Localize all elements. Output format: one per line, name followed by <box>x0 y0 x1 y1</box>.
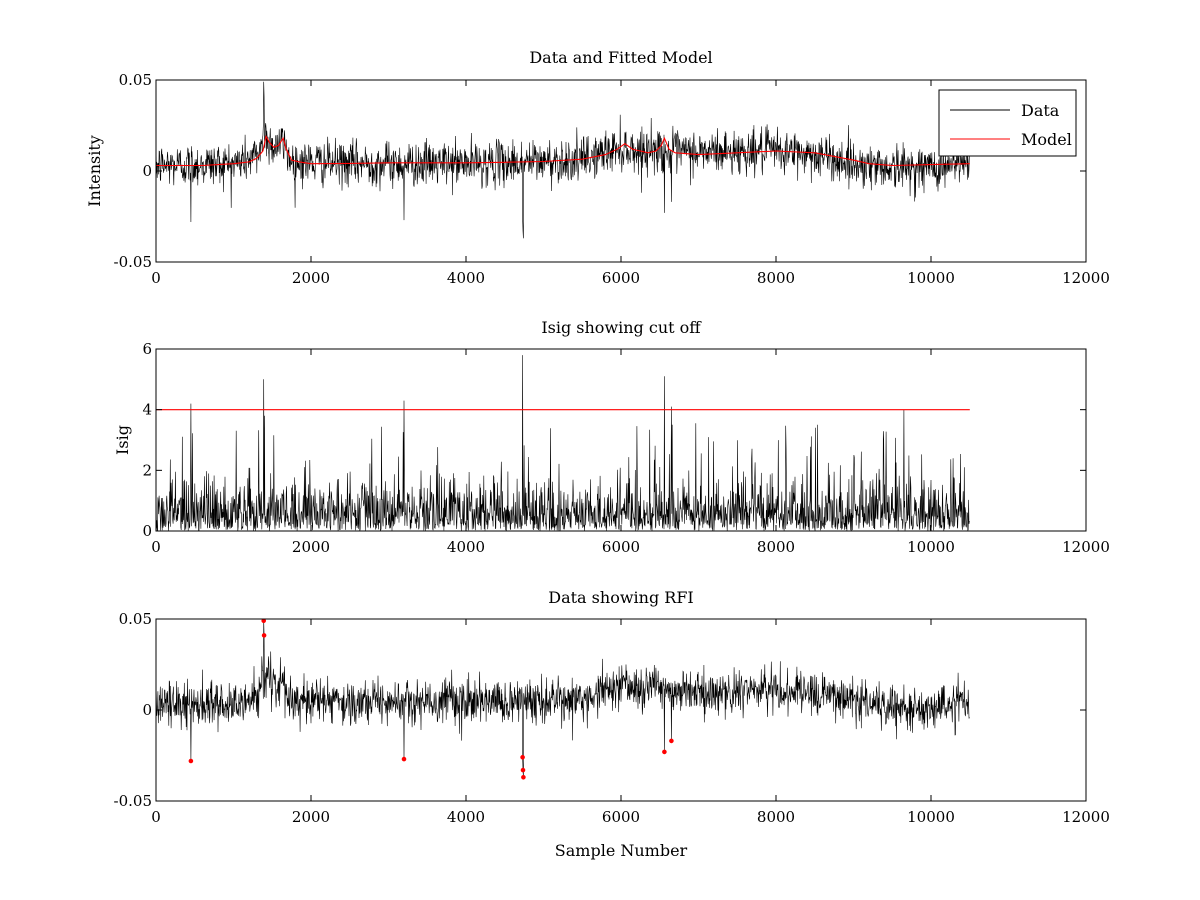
x-tick-label: 8000 <box>757 808 795 826</box>
x-tick-label: 6000 <box>602 538 640 556</box>
x-axis-label: Sample Number <box>555 841 688 860</box>
x-tick-label: 0 <box>151 269 161 287</box>
x-tick-label: 6000 <box>602 808 640 826</box>
y-tick-label: 6 <box>142 340 152 358</box>
panel-title: Data and Fitted Model <box>529 48 712 67</box>
rfi-marker <box>401 756 407 762</box>
rfi-marker <box>662 749 667 755</box>
x-tick-label: 4000 <box>447 269 485 287</box>
panel-data-showing-rfi: Data showing RFI Sample Number 0 2000 4000… <box>114 588 1110 860</box>
rfi-marker <box>261 633 267 638</box>
plot-area <box>155 81 970 239</box>
panel-title: Isig showing cut off <box>541 318 702 337</box>
x-tick-label: 12000 <box>1062 808 1110 826</box>
series-line-isig <box>155 355 970 532</box>
rfi-marker <box>261 618 267 624</box>
y-tick-label: 0.05 <box>119 610 152 628</box>
series-line-model <box>156 134 970 167</box>
x-tick-label: 8000 <box>757 269 795 287</box>
x-tick-label: 10000 <box>907 269 955 287</box>
y-tick-label: 0 <box>142 701 152 719</box>
y-axis-label: Intensity <box>85 135 104 207</box>
legend-entry-data: Data <box>1021 101 1060 120</box>
panel-data-and-fitted-model: Data and Fitted Model Intensity Data Mod… <box>85 48 1110 287</box>
x-tick-label: 8000 <box>757 538 795 556</box>
y-tick-label: -0.05 <box>114 792 152 810</box>
x-tick-label: 6000 <box>602 269 640 287</box>
x-tick-label: 2000 <box>292 808 330 826</box>
y-tick-label: -0.05 <box>114 253 152 271</box>
y-axis-label: Isig <box>113 425 132 455</box>
x-tick-label: 2000 <box>292 538 330 556</box>
plot-area <box>155 355 970 532</box>
x-tick-label: 0 <box>151 538 161 556</box>
legend-entry-model: Model <box>1021 130 1072 149</box>
y-tick-label: 0 <box>142 522 152 540</box>
panel-isig-showing-cut-off: Isig showing cut off Isig 0 2000 4000 6000 8… <box>113 318 1110 556</box>
x-tick-label: 2000 <box>292 269 330 287</box>
rfi-marker <box>188 758 194 764</box>
x-tick-label: 0 <box>151 808 161 826</box>
x-tick-label: 12000 <box>1062 538 1110 556</box>
legend: Data Model <box>938 89 1077 157</box>
rfi-marker <box>669 738 674 744</box>
panel-title: Data showing RFI <box>548 588 693 607</box>
x-tick-label: 12000 <box>1062 269 1110 287</box>
rfi-marker <box>521 775 526 780</box>
series-line-data <box>155 620 970 778</box>
y-tick-label: 2 <box>142 461 152 479</box>
x-tick-label: 4000 <box>447 538 485 556</box>
rfi-marker <box>520 767 526 773</box>
y-tick-label: 0 <box>142 162 152 180</box>
x-tick-label: 4000 <box>447 808 485 826</box>
x-tick-label: 10000 <box>907 808 955 826</box>
series-line-data <box>155 81 970 239</box>
legend-box <box>938 89 1077 157</box>
y-tick-label: 4 <box>142 401 152 419</box>
rfi-marker <box>520 755 525 760</box>
plot-area <box>155 618 970 780</box>
x-tick-label: 10000 <box>907 538 955 556</box>
y-tick-label: 0.05 <box>119 71 152 89</box>
